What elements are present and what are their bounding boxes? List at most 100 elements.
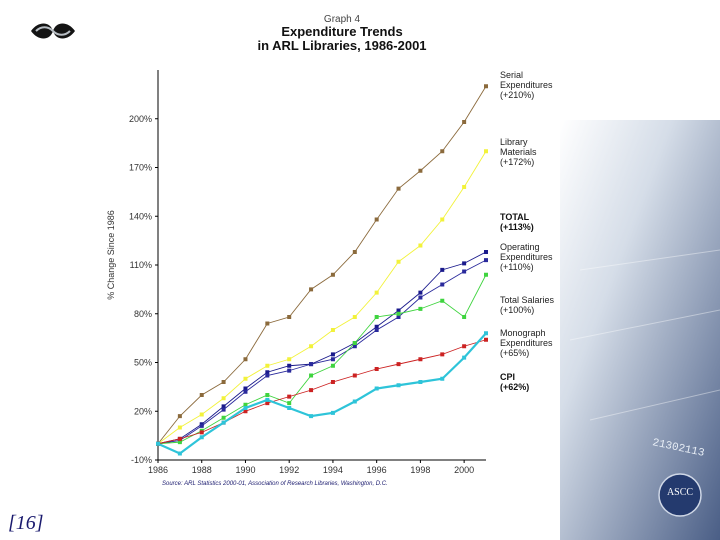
data-point: [177, 414, 182, 419]
x-tick-label: 2000: [454, 465, 474, 475]
y-tick-label: 110%: [130, 260, 152, 270]
y-tick-label: 140%: [129, 211, 152, 221]
data-point: [221, 407, 226, 412]
data-point: [484, 331, 488, 336]
series-label: Monograph Expenditures (+65%): [500, 328, 553, 358]
series-label-line: Expenditures: [500, 252, 553, 262]
x-tick-label: 1998: [410, 465, 430, 475]
data-point: [484, 272, 488, 277]
series-line: [157, 86, 487, 445]
data-point: [462, 261, 467, 266]
data-point: [265, 397, 270, 402]
data-point: [199, 423, 204, 428]
x-tick-label: 1988: [192, 465, 212, 475]
data-point: [243, 357, 248, 362]
data-point: [199, 430, 204, 435]
data-point: [330, 380, 335, 384]
data-point: [440, 217, 445, 222]
data-point: [177, 451, 182, 456]
data-point: [199, 393, 204, 397]
data-point: [265, 363, 270, 368]
series-label-line: Library: [500, 137, 528, 147]
series-label-line: Materials: [500, 147, 537, 157]
series-line: [157, 151, 487, 445]
data-point: [374, 315, 379, 319]
series-label: Serial Expenditures (+210%): [500, 70, 553, 100]
series-line: [157, 332, 487, 455]
series-label-line: TOTAL: [500, 212, 530, 222]
series-line: [157, 259, 487, 445]
data-point: [309, 362, 314, 367]
data-point: [374, 324, 379, 329]
y-axis-label: % Change Since 1986: [106, 210, 116, 300]
data-point: [177, 440, 182, 445]
series-line: [157, 251, 487, 445]
data-point: [330, 363, 335, 368]
data-point: [396, 308, 401, 313]
data-point: [396, 186, 401, 191]
data-point: [177, 425, 182, 430]
data-point: [462, 185, 467, 189]
data-point: [462, 120, 467, 124]
data-point: [396, 315, 401, 319]
data-point: [440, 376, 445, 381]
data-point: [177, 436, 182, 441]
series-label-line: Serial: [500, 70, 524, 80]
data-point: [265, 321, 270, 326]
data-point: [221, 396, 226, 401]
data-point: [330, 352, 335, 357]
data-point: [484, 250, 488, 254]
chart-title-line-1: Expenditure Trends: [281, 24, 403, 39]
data-point: [287, 357, 292, 362]
ascc-badge: ASCC: [666, 487, 694, 498]
data-point: [418, 243, 423, 248]
data-point: [440, 149, 445, 154]
data-point: [484, 337, 488, 342]
data-point: [418, 295, 423, 300]
y-tick-label: 200%: [129, 114, 152, 124]
series-label: Library Materials (+172%): [500, 137, 537, 167]
data-point: [221, 380, 226, 384]
y-tick-label: 80%: [134, 309, 152, 319]
data-point: [330, 357, 335, 362]
series-label-line: Monograph: [500, 328, 546, 338]
data-point: [221, 420, 226, 425]
data-point: [418, 290, 423, 295]
data-point: [396, 259, 401, 264]
line-chart: -10% 20% 50% 80% 110% 140% 170% 200% 1986 1988 199…: [106, 70, 488, 475]
y-tick-label: 50%: [134, 358, 152, 368]
series-label-line: (+172%): [500, 157, 535, 167]
data-point: [374, 328, 379, 332]
data-point: [265, 401, 270, 406]
data-point: [287, 368, 292, 373]
data-point: [352, 341, 357, 345]
series-label-line: Expenditures: [500, 80, 553, 90]
data-point: [309, 287, 314, 292]
data-point: [309, 344, 314, 349]
data-point: [462, 344, 467, 349]
data-point: [243, 376, 248, 381]
data-point: [199, 435, 204, 440]
data-point: [396, 311, 401, 316]
series-label-line: (+100%): [500, 305, 535, 315]
series-label-line: (+110%): [500, 262, 534, 272]
data-point: [484, 84, 488, 89]
data-point: [243, 402, 248, 407]
data-point: [462, 355, 467, 360]
series-label-line: Operating: [500, 242, 540, 252]
data-point: [352, 344, 357, 349]
data-point: [330, 272, 335, 277]
data-point: [462, 269, 467, 274]
data-point: [396, 383, 401, 388]
data-point: [462, 315, 467, 319]
data-point: [309, 373, 314, 378]
data-point: [243, 409, 248, 414]
data-point: [374, 367, 379, 371]
series-label-line: CPI: [500, 372, 516, 382]
series-label-line: Expenditures: [500, 338, 553, 348]
y-tick-label: 170%: [129, 163, 152, 173]
series-line: [157, 274, 487, 445]
data-point: [374, 290, 379, 295]
x-tick-label: 1986: [148, 465, 168, 475]
x-tick-label: 1994: [323, 465, 343, 475]
